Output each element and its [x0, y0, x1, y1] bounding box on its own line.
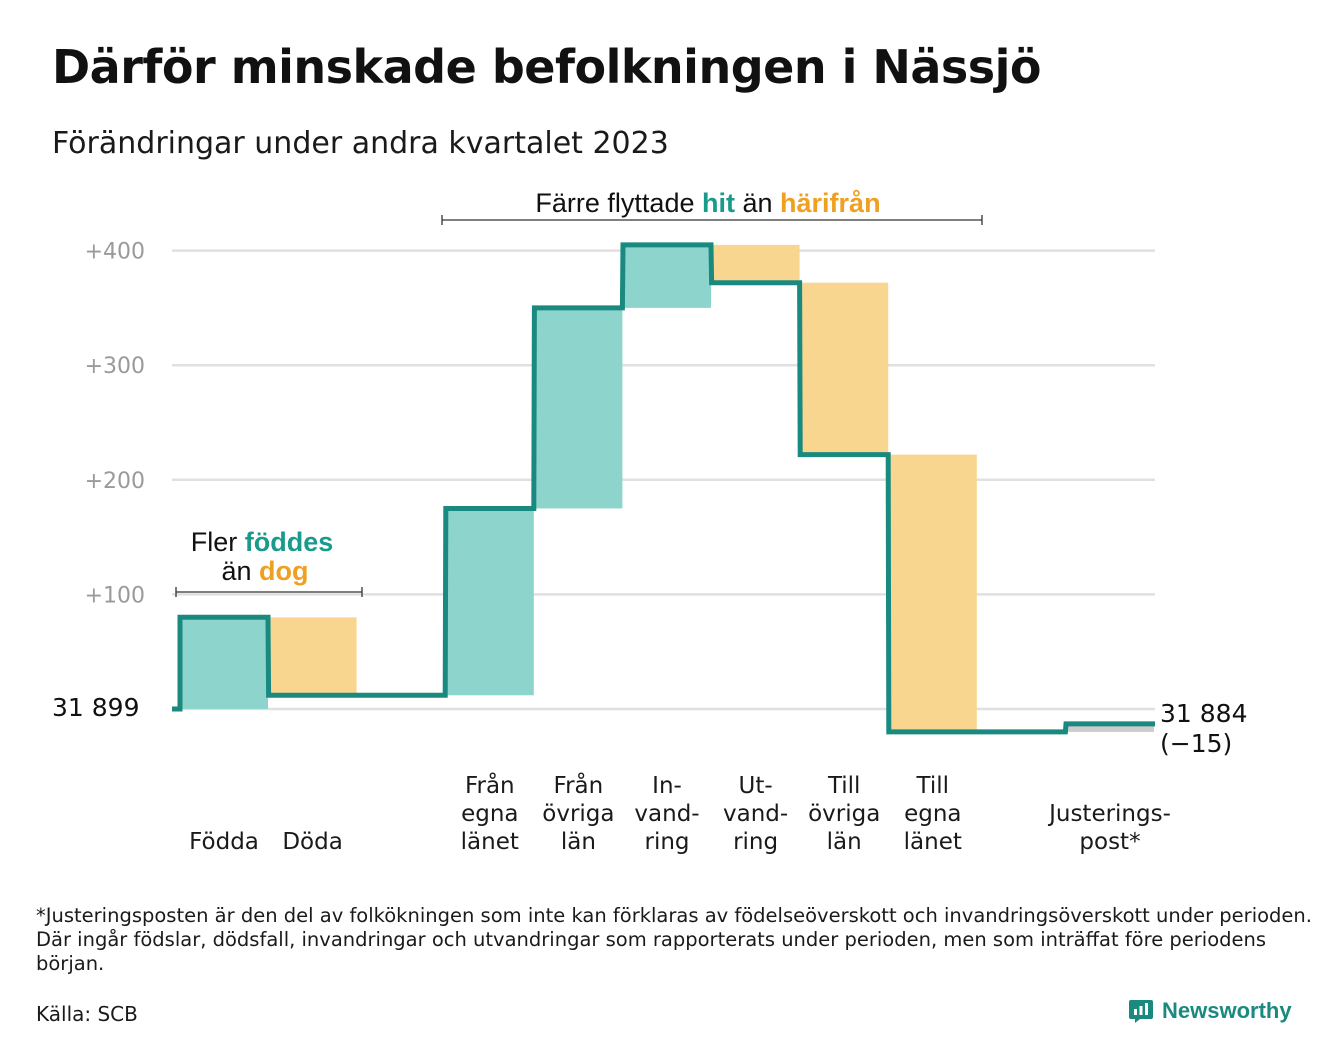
births-annotation-word: föddes — [245, 527, 334, 557]
x-category-label: övriga — [542, 801, 614, 827]
brand-name: Newsworthy — [1162, 998, 1292, 1023]
svg-text:än dog: än dog — [221, 556, 308, 586]
x-category-label: länet — [461, 829, 519, 855]
x-category-label: ring — [644, 829, 689, 855]
x-category-label: ring — [733, 829, 778, 855]
waterfall-bar — [180, 617, 268, 709]
x-category-label: länet — [904, 829, 962, 855]
migration-annotation-prefix: Färre flyttade — [535, 188, 702, 218]
migration-annotation-away: härifrån — [780, 188, 881, 218]
x-category-label: övriga — [808, 801, 880, 827]
start-value-label: 31 899 — [52, 693, 139, 722]
y-tick-label: +400 — [85, 240, 145, 265]
waterfall-bar — [800, 282, 889, 455]
x-category-label: Ut- — [739, 773, 773, 799]
page-title: Därför minskade befolkningen i Nässjö — [52, 40, 1042, 94]
x-category-label: Döda — [282, 829, 342, 855]
end-value-label: 31 884 — [1160, 699, 1247, 728]
births-annotation-prefix: Fler — [191, 527, 245, 557]
svg-text:Färre flyttade hit än härifrån: Färre flyttade hit än härifrån — [535, 188, 880, 218]
waterfall-bar — [534, 307, 623, 509]
y-tick-label: +200 — [85, 469, 145, 494]
x-category-label: vand- — [723, 801, 788, 827]
source-note: Källa: SCB — [36, 1002, 138, 1026]
x-category-label: Från — [554, 771, 604, 799]
cumulative-step-line — [172, 242, 1155, 735]
waterfall-bar — [711, 244, 800, 283]
brand-logo: Newsworthy — [1128, 998, 1292, 1024]
x-category-label: egna — [904, 801, 961, 827]
y-tick-label: +100 — [85, 583, 145, 608]
x-category-label: Till — [827, 773, 861, 799]
x-category-label: In- — [652, 773, 682, 799]
footnote: *Justeringsposten är den del av folkökni… — [36, 904, 1312, 975]
x-category-label: Födda — [189, 829, 259, 855]
births-annotation: Fler föddes än dog — [175, 527, 363, 597]
migration-annotation-hit: hit — [702, 188, 735, 218]
waterfall-bar — [888, 454, 977, 732]
waterfall-bar — [623, 244, 711, 308]
x-category-label: län — [561, 829, 596, 855]
x-category-label: Från — [465, 771, 515, 799]
x-category-label: Till — [916, 773, 950, 799]
waterfall-bar — [1066, 723, 1154, 732]
newsworthy-icon — [1129, 1000, 1153, 1023]
page-subtitle: Förändringar under andra kvartalet 2023 — [52, 126, 669, 161]
y-tick-label: +300 — [85, 354, 145, 379]
end-change-label: (−15) — [1160, 729, 1232, 758]
x-category-label: Justerings- — [1047, 801, 1171, 827]
deaths-annotation-word: dog — [259, 556, 308, 586]
waterfall-bar — [268, 617, 357, 696]
migration-annotation-mid: än — [735, 188, 780, 218]
x-category-label: vand- — [634, 801, 699, 827]
births-annotation-line2-prefix: än — [221, 556, 259, 586]
waterfall-bar — [445, 508, 534, 696]
migration-annotation: Färre flyttade hit än härifrån — [441, 188, 983, 225]
x-category-label: egna — [461, 801, 518, 827]
x-category-label: post* — [1079, 829, 1140, 855]
x-category-label: län — [827, 829, 862, 855]
svg-text:Fler föddes: Fler föddes — [191, 527, 334, 557]
